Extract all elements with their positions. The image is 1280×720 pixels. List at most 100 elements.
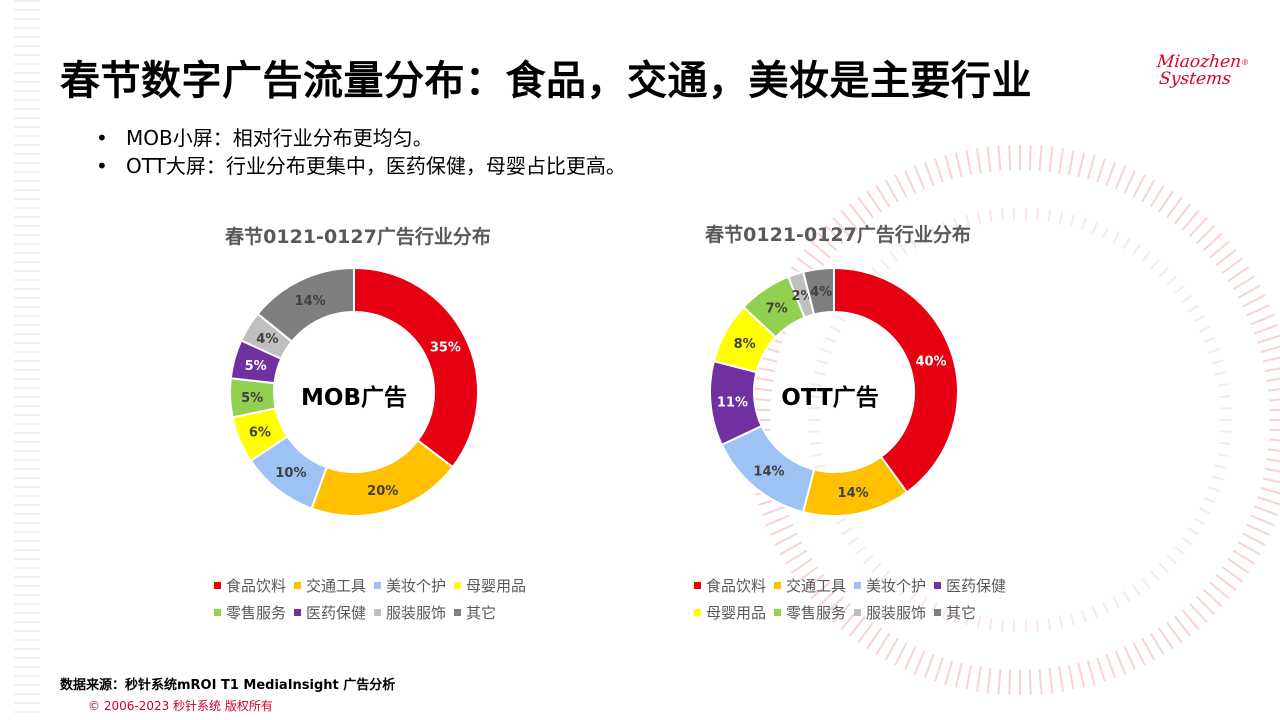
ott-donut-chart: 40%14%14%11%8%7%2%4% xyxy=(709,266,959,517)
mob-legend: 食品饮料 交通工具 美妆个护 母婴用品 零售服务 医药保健 服装服饰 其它 xyxy=(214,572,534,626)
deco-tick xyxy=(1181,294,1193,304)
legend-label: 零售服务 xyxy=(786,604,847,622)
deco-tick xyxy=(1122,590,1131,603)
deco-tick xyxy=(986,146,992,172)
deco-tick xyxy=(1067,150,1075,175)
legend-item-服装服饰: 服装服饰 xyxy=(374,602,446,623)
deco-tick xyxy=(1158,267,1169,278)
legend-label: 母婴用品 xyxy=(706,604,767,622)
deco-tick xyxy=(1188,602,1208,623)
deco-tick xyxy=(1114,165,1127,190)
data-label-零售服务: 7% xyxy=(766,302,788,317)
deco-tick xyxy=(1181,210,1200,231)
deco-tick xyxy=(1105,161,1117,186)
deco-tick xyxy=(834,517,847,526)
deco-tick xyxy=(1036,208,1040,221)
deco-tick xyxy=(866,190,882,213)
deco-tick xyxy=(1221,257,1244,274)
deco-tick xyxy=(1086,660,1096,685)
deco-tick xyxy=(1132,642,1146,666)
deco-tick xyxy=(884,179,899,203)
legend-label: 母婴用品 xyxy=(466,577,527,595)
deco-tick xyxy=(1254,323,1279,335)
mob-donut-chart: 35% 20% 10% 6% 5% 5% 4% 14% xyxy=(229,266,479,517)
deco-tick xyxy=(1149,185,1165,208)
deco-tick xyxy=(1158,627,1174,650)
deco-tick xyxy=(1216,382,1230,387)
deco-tick xyxy=(1219,406,1232,410)
legend-swatch xyxy=(374,582,382,589)
deco-tick xyxy=(965,665,973,690)
deco-tick xyxy=(975,666,982,692)
bullet-ott: OTT大屏：行业分布更集中，医药保健，母婴占比更高。 xyxy=(96,152,626,180)
legend-swatch xyxy=(694,609,701,616)
legend-swatch xyxy=(854,609,862,616)
legend-label: 其它 xyxy=(946,604,977,622)
mob-center-label: MOB广告 xyxy=(301,385,407,411)
legend-swatch xyxy=(214,582,221,589)
data-label-其它: 4% xyxy=(810,285,832,300)
legend-item-母婴用品: 母婴用品 xyxy=(694,602,766,623)
deco-tick xyxy=(889,251,899,263)
page-title: 春节数字广告流量分布：食品，交通，美妆是主要行业 xyxy=(60,58,1032,104)
data-label-服装服饰: 4% xyxy=(256,332,278,347)
deco-tick xyxy=(1202,588,1223,608)
copyright-note: © 2006-2023 秒针系统 版权所有 xyxy=(88,699,273,713)
deco-tick xyxy=(803,248,825,267)
legend-label: 美妆个护 xyxy=(386,577,447,595)
deco-tick xyxy=(1000,208,1004,221)
legend-swatch xyxy=(854,582,862,589)
deco-tick xyxy=(863,554,874,565)
legend-row: 食品饮料 交通工具 美妆个护 母婴用品 xyxy=(214,572,534,599)
deco-tick xyxy=(1181,536,1193,546)
deco-tick xyxy=(1254,505,1279,517)
deco-tick xyxy=(1132,584,1141,596)
deco-tick xyxy=(1237,541,1261,556)
deco-tick xyxy=(1102,226,1109,239)
deco-tick xyxy=(903,646,917,671)
legend-item-零售服务: 零售服务 xyxy=(214,602,286,623)
deco-tick xyxy=(1188,217,1208,238)
deco-tick xyxy=(1266,377,1280,382)
data-label-零售服务: 5% xyxy=(241,391,263,406)
deco-tick xyxy=(1028,145,1032,171)
deco-tick xyxy=(1047,210,1052,223)
deco-tick xyxy=(965,150,973,175)
deco-tick xyxy=(1077,662,1086,688)
deco-tick xyxy=(769,523,794,537)
deco-tick xyxy=(1038,145,1043,171)
legend-item-其它: 其它 xyxy=(454,602,496,623)
deco-tick xyxy=(1105,654,1117,679)
deco-tick xyxy=(934,657,944,682)
deco-tick xyxy=(1203,336,1216,344)
deco-tick xyxy=(1036,619,1040,632)
legend-label: 医药保健 xyxy=(946,577,1007,595)
deco-tick xyxy=(1242,532,1266,546)
deco-tick xyxy=(1166,554,1177,565)
deco-tick xyxy=(1250,313,1275,326)
deco-tick xyxy=(986,668,992,694)
legend-item-服装服饰: 服装服饰 xyxy=(854,602,926,623)
legend-swatch xyxy=(454,609,462,616)
legend-swatch xyxy=(694,582,701,589)
deco-tick xyxy=(1123,646,1137,671)
deco-tick xyxy=(1077,152,1086,178)
legend-label: 美妆个护 xyxy=(866,577,927,595)
donut-slice-交通工具 xyxy=(310,439,455,517)
legend-item-医药保健: 医药保健 xyxy=(934,575,1006,596)
deco-tick xyxy=(1199,507,1211,515)
deco-tick xyxy=(1187,304,1199,313)
deco-tick xyxy=(1150,259,1160,270)
legend-swatch xyxy=(214,609,221,616)
deco-tick xyxy=(1269,398,1280,402)
deco-tick xyxy=(1227,266,1250,282)
deco-tick xyxy=(1218,394,1231,399)
left-dash-decoration xyxy=(14,0,40,720)
deco-tick xyxy=(1187,527,1199,536)
legend-swatch xyxy=(934,609,942,616)
legend-label: 其它 xyxy=(466,604,497,622)
data-label-交通工具: 14% xyxy=(838,486,869,501)
deco-tick xyxy=(1149,632,1165,655)
deco-tick xyxy=(944,660,954,685)
deco-tick xyxy=(1058,212,1064,225)
